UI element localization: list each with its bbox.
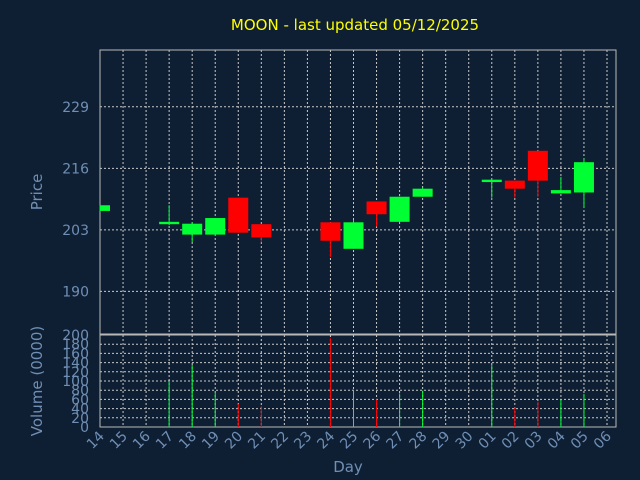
candle-body xyxy=(527,150,548,181)
candle-body xyxy=(228,197,249,233)
candle-28 xyxy=(412,187,433,197)
x-tick-label: 29 xyxy=(430,429,454,453)
x-tick-label: 05 xyxy=(568,429,592,453)
candle-26 xyxy=(366,201,387,227)
candle-body xyxy=(573,162,594,193)
x-tick-label: 27 xyxy=(383,429,407,453)
x-tick-label: 03 xyxy=(522,429,546,453)
volume-tick-label: 120 xyxy=(62,365,89,381)
price-axis-label: Price xyxy=(28,174,46,211)
candle-17 xyxy=(159,205,180,226)
price-tick-label: 190 xyxy=(62,284,89,300)
candle-19 xyxy=(205,218,226,237)
candle-body xyxy=(504,180,525,189)
candle-body xyxy=(412,188,433,197)
candle-25 xyxy=(343,219,364,249)
x-tick-label: 20 xyxy=(222,429,246,453)
candle-body xyxy=(251,224,272,238)
volume-axis-label: Volume (0000) xyxy=(28,326,46,436)
candle-27 xyxy=(389,196,410,223)
price-tick-label: 216 xyxy=(62,161,89,177)
candle-21 xyxy=(251,224,272,243)
candle-body xyxy=(205,218,226,235)
candle-body xyxy=(343,222,364,249)
volume-tick-label: 160 xyxy=(62,346,89,362)
x-tick-label: 17 xyxy=(153,429,177,453)
candle-04 xyxy=(550,176,571,194)
frame-layer xyxy=(99,49,617,428)
candle-02 xyxy=(504,180,525,198)
chart-title: MOON - last updated 05/12/2025 xyxy=(231,16,479,34)
volume-tick-label: 80 xyxy=(71,383,89,399)
x-tick-label: 22 xyxy=(268,429,292,453)
candle-05 xyxy=(573,158,594,209)
volume-tick-label: 60 xyxy=(71,392,89,408)
candle-body xyxy=(320,222,341,241)
volume-tick-label: 200 xyxy=(62,328,89,344)
volume-tick-label: 40 xyxy=(71,402,89,418)
volume-tick-label: 0 xyxy=(80,420,89,436)
x-tick-label: 15 xyxy=(107,429,131,453)
price-tick-label: 229 xyxy=(62,100,89,116)
candle-body xyxy=(550,190,571,194)
candle-body xyxy=(159,221,180,225)
candle-01 xyxy=(481,179,502,198)
x-tick-label: 21 xyxy=(245,429,269,453)
x-tick-label: 25 xyxy=(337,429,361,453)
x-tick-label: 01 xyxy=(476,429,500,453)
candle-body xyxy=(100,205,110,211)
x-tick-label: 02 xyxy=(499,429,523,453)
candle-20 xyxy=(228,197,249,233)
x-tick-label: 16 xyxy=(130,428,154,452)
volume-tick-label: 180 xyxy=(62,337,89,353)
candle-03 xyxy=(527,150,548,197)
volume-tick-label: 100 xyxy=(62,374,89,390)
x-tick-label: 04 xyxy=(545,428,569,452)
candle-24 xyxy=(320,222,341,257)
x-axis-label: Day xyxy=(333,458,363,476)
volume-layer xyxy=(168,338,585,427)
x-tick-label: 26 xyxy=(360,428,384,452)
candle-body xyxy=(481,179,502,183)
price-tick-label: 203 xyxy=(62,223,89,239)
candle-body xyxy=(366,201,387,215)
x-tick-label: 06 xyxy=(591,428,615,452)
candle-14 xyxy=(99,205,110,211)
volume-tick-label: 20 xyxy=(71,411,89,427)
x-tick-label: 30 xyxy=(453,429,477,453)
candle-body xyxy=(389,196,410,222)
candle-body xyxy=(182,223,203,235)
x-tick-label: 19 xyxy=(199,429,223,453)
x-tick-label: 24 xyxy=(314,428,338,452)
x-tick-label: 23 xyxy=(291,429,315,453)
x-tick-label: 28 xyxy=(407,429,431,453)
volume-tick-label: 140 xyxy=(62,356,89,372)
price-panel-frame xyxy=(99,49,617,335)
candle-18 xyxy=(182,222,203,243)
volume-panel-frame xyxy=(99,334,617,428)
x-tick-label: 18 xyxy=(176,429,200,453)
candle-layer xyxy=(99,150,594,257)
